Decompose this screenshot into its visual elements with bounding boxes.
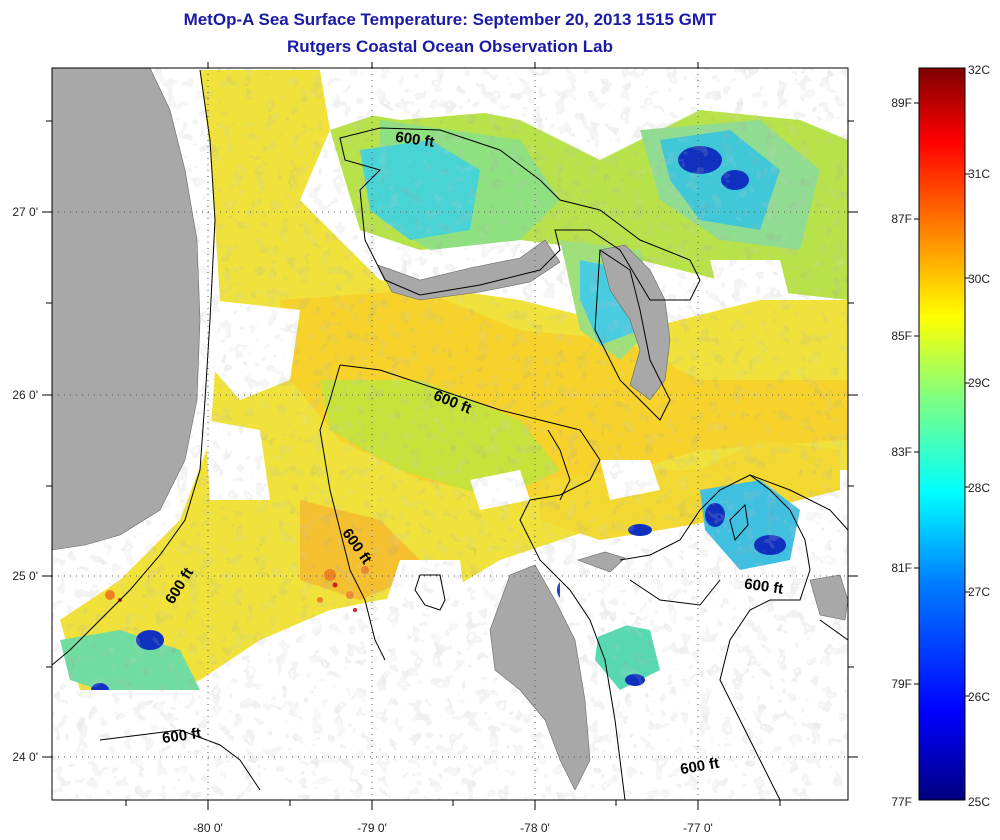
colorbar-celsius-label: 26C [968, 690, 990, 704]
colorbar-celsius-label: 28C [968, 481, 990, 495]
contour-label: 600 ft [743, 575, 784, 597]
graticule [52, 68, 848, 800]
colorbar-celsius-label: 30C [968, 272, 990, 286]
colorbar-celsius-label: 32C [968, 63, 990, 77]
colorbar-celsius-label: 31C [968, 167, 990, 181]
contour-label: 600 ft [161, 725, 202, 747]
lat-label: 27 0' [12, 205, 38, 219]
colorbar-fahrenheit-label: 89F [891, 96, 912, 110]
longitude-labels: -80 0' -79 0' -78 0' -77 0' [193, 821, 713, 835]
colorbar-celsius-label: 29C [968, 376, 990, 390]
lat-label: 24 0' [12, 750, 38, 764]
lon-label: -80 0' [193, 821, 223, 835]
contour-label: 600 ft [679, 755, 721, 779]
map-area: 600 ft 600 ft 600 ft 600 ft 600 ft 600 f… [52, 68, 848, 800]
axis-ticks [42, 62, 858, 810]
colorbar-fahrenheit-label: 81F [891, 561, 912, 575]
lon-label: -77 0' [683, 821, 713, 835]
map-frame [51, 67, 849, 801]
latitude-labels: 27 0' 26 0' 25 0' 24 0' [12, 205, 38, 764]
colorbar-celsius-label: 27C [968, 585, 990, 599]
colorbar-fahrenheit-label: 85F [891, 329, 912, 343]
contour-layer [52, 69, 848, 800]
contour-label: 600 ft [394, 129, 435, 151]
colorbar-fahrenheit-label: 77F [891, 795, 912, 809]
lat-label: 25 0' [12, 569, 38, 583]
colorbar-fahrenheit-label: 79F [891, 677, 912, 691]
map-title: MetOp-A Sea Surface Temperature: Septemb… [183, 10, 717, 29]
map-subtitle: Rutgers Coastal Ocean Observation Lab [287, 37, 613, 56]
colorbar-celsius-label: 25C [968, 795, 990, 809]
colorbar-fahrenheit-label: 87F [891, 212, 912, 226]
lon-label: -78 0' [520, 821, 550, 835]
colorbar: 32C 31C 30C 29C 28C 27C 26C 25C 89F 87F … [891, 63, 990, 809]
colorbar-gradient [918, 67, 966, 801]
lon-label: -79 0' [357, 821, 387, 835]
colorbar-fahrenheit-label: 83F [891, 445, 912, 459]
land-layer [52, 68, 848, 791]
lat-label: 26 0' [12, 388, 38, 402]
